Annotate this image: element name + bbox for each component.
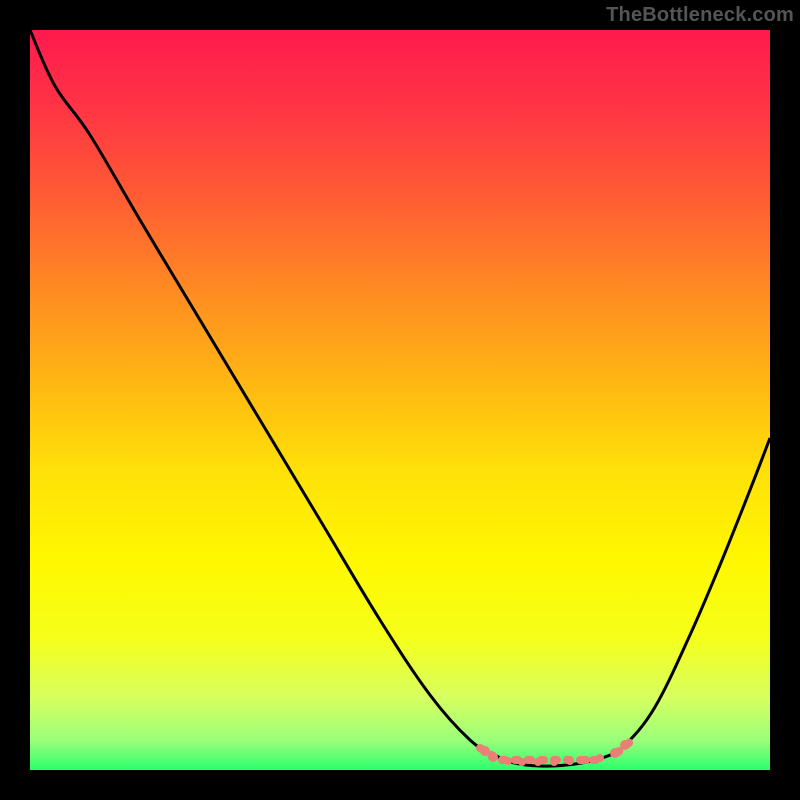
watermark-text: TheBottleneck.com [606, 4, 794, 27]
chart-container: { "watermark": { "text": "TheBottleneck.… [0, 0, 800, 800]
plot-background [30, 30, 770, 770]
bottleneck-chart [0, 0, 800, 800]
